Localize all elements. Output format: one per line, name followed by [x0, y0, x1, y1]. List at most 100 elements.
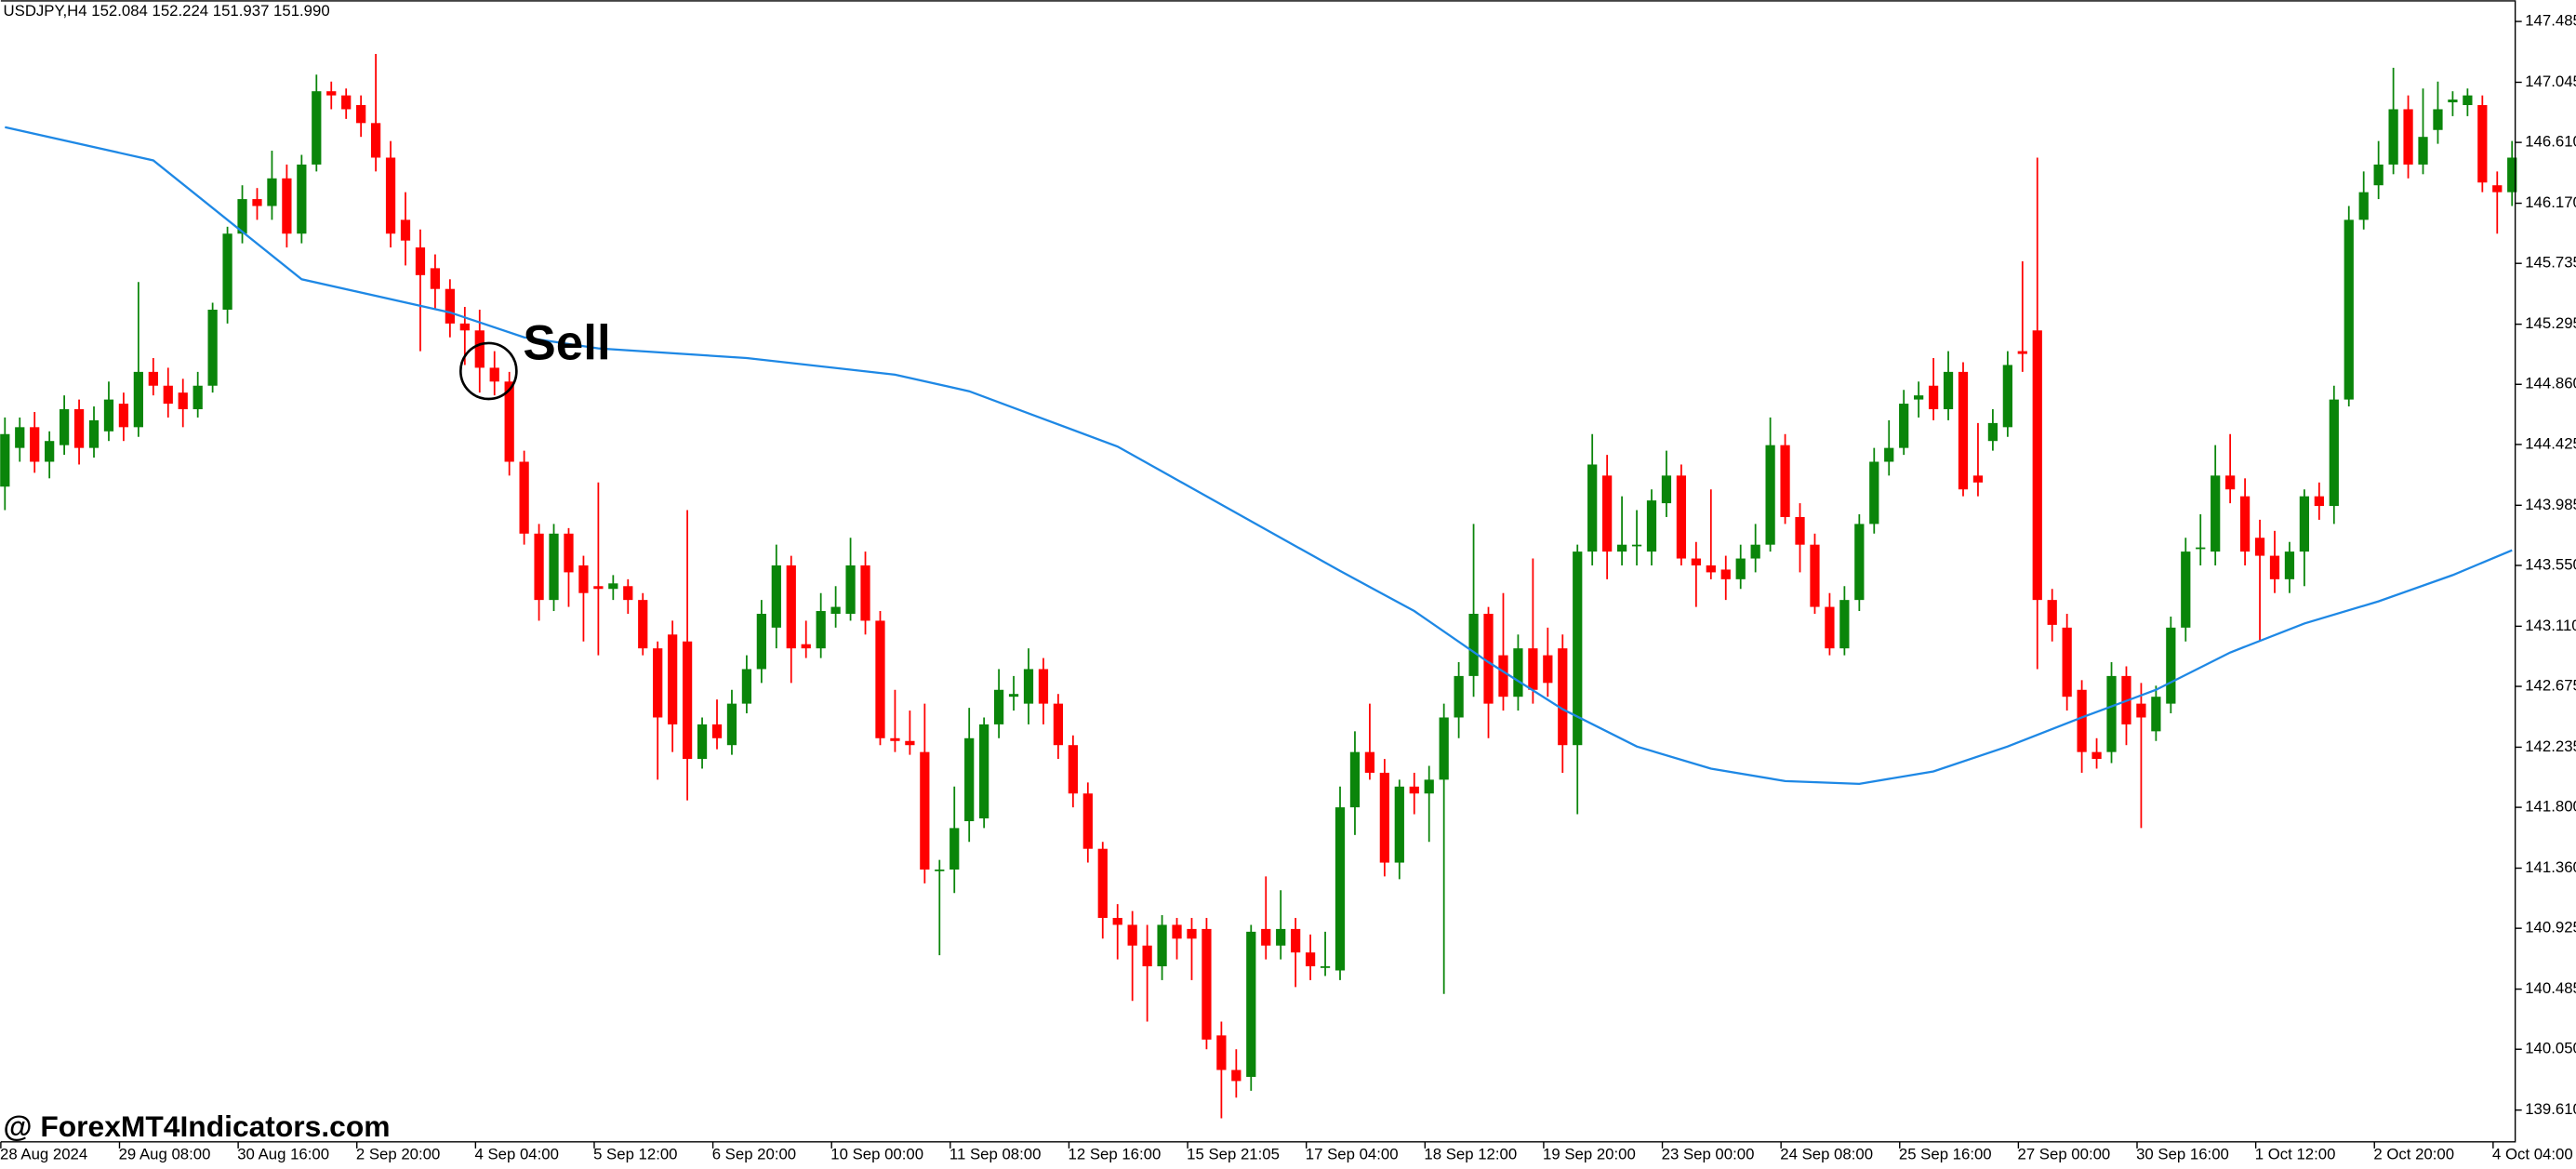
candle-body: [549, 533, 559, 601]
candle-body: [1795, 516, 1805, 545]
candle-body: [1468, 614, 1479, 676]
candle-body: [30, 427, 40, 462]
y-tick-label: 142.675: [2525, 676, 2576, 694]
y-tick-label: 143.110: [2525, 617, 2576, 634]
candle-body: [741, 669, 752, 704]
y-tick-label: 147.045: [2525, 73, 2576, 90]
candle-body: [2388, 109, 2398, 165]
y-tick-label: 141.800: [2525, 798, 2576, 816]
candle-body: [608, 583, 618, 590]
candle-body: [193, 385, 203, 410]
candle-body: [148, 371, 158, 386]
candle-body: [430, 268, 441, 289]
candle-body: [756, 614, 766, 670]
candle-body: [1765, 445, 1775, 545]
candle-body: [845, 565, 856, 615]
candle-body: [2017, 351, 2027, 354]
x-tick-label: 15 Sep 21:05: [1187, 1145, 1280, 1162]
candle-body: [2299, 496, 2310, 552]
candle-body: [2433, 109, 2443, 130]
candle-body: [801, 644, 811, 649]
x-tick-label: 4 Oct 04:00: [2492, 1145, 2573, 1162]
candle-body: [2239, 496, 2251, 552]
x-tick-label: 2 Oct 20:00: [2373, 1145, 2454, 1162]
candle-body: [1573, 551, 1583, 746]
x-tick-label: 4 Sep 04:00: [474, 1145, 558, 1162]
candle-body: [2211, 475, 2221, 552]
candle-body: [1349, 751, 1361, 808]
candle-body: [1291, 928, 1301, 953]
candle-body: [1231, 1069, 1242, 1082]
candle-body: [711, 724, 723, 738]
y-tick-label: 140.925: [2525, 919, 2576, 937]
candle-body: [1943, 371, 1954, 410]
candle-body: [1379, 772, 1389, 863]
candle-body: [252, 199, 262, 206]
candle-body: [2507, 157, 2517, 193]
candle-body: [2032, 330, 2042, 601]
y-tick-label: 145.735: [2525, 254, 2576, 272]
candle-body: [1987, 422, 1998, 442]
candle-body: [1276, 928, 1286, 946]
candle-body: [504, 381, 514, 462]
x-tick-label: 10 Sep 00:00: [830, 1145, 923, 1162]
candle-body: [1157, 924, 1167, 967]
candle-body: [415, 247, 426, 275]
candle-body: [1616, 544, 1627, 552]
candle-body: [2492, 185, 2503, 193]
candle-body: [578, 565, 589, 593]
candle-body: [519, 461, 529, 534]
y-tick-label: 139.610: [2525, 1100, 2576, 1118]
candle-body: [2418, 137, 2428, 165]
candle-body: [564, 533, 574, 573]
candle-body: [949, 828, 960, 870]
x-tick-label: 28 Aug 2024: [0, 1145, 87, 1162]
candle-body: [370, 123, 381, 158]
candle-body: [1424, 779, 1434, 794]
candle-body: [1972, 475, 1984, 483]
candle-body: [1528, 648, 1538, 690]
candle-body: [993, 689, 1004, 724]
candle-body: [2091, 751, 2102, 760]
candle-body: [2254, 538, 2265, 556]
candle-body: [489, 367, 499, 382]
candle-body: [964, 737, 975, 821]
candle-body: [133, 371, 143, 428]
candle-body: [2329, 399, 2339, 507]
x-tick-label: 5 Sep 12:00: [593, 1145, 677, 1162]
candle-body: [459, 323, 470, 331]
candle-body: [1023, 669, 1034, 704]
candle-body: [237, 199, 247, 234]
candle-body: [1720, 569, 1731, 579]
candle-body: [2463, 95, 2473, 106]
candle-body: [1884, 447, 1894, 462]
candle-body: [341, 95, 352, 110]
candle-body: [0, 433, 10, 487]
y-tick-label: 141.360: [2525, 858, 2576, 876]
candle-body: [816, 611, 826, 649]
candle-body: [178, 392, 188, 410]
candle-body: [1661, 475, 1672, 504]
candle-body: [1454, 675, 1464, 718]
x-tick-label: 30 Sep 16:00: [2136, 1145, 2229, 1162]
candle-body: [920, 751, 930, 870]
candle-body: [400, 219, 411, 241]
candle-body: [1676, 475, 1687, 559]
x-tick-label: 1 Oct 12:00: [2255, 1145, 2336, 1162]
candle-body: [1334, 807, 1346, 971]
candle-body: [2106, 675, 2117, 752]
candle-body: [267, 178, 277, 206]
candle-body: [1691, 558, 1701, 565]
x-tick-label: 17 Sep 04:00: [1306, 1145, 1399, 1162]
x-tick-label: 6 Sep 20:00: [712, 1145, 796, 1162]
candle-body: [860, 565, 870, 621]
candle-body: [2358, 192, 2369, 220]
candle-body: [668, 634, 678, 724]
candle-body: [163, 385, 173, 405]
candle-body: [2062, 627, 2072, 697]
candle-body: [653, 648, 663, 718]
y-tick-label: 140.050: [2525, 1040, 2576, 1057]
candle-body: [88, 419, 100, 448]
candle-body: [1631, 544, 1642, 547]
candle-body: [2269, 555, 2280, 579]
